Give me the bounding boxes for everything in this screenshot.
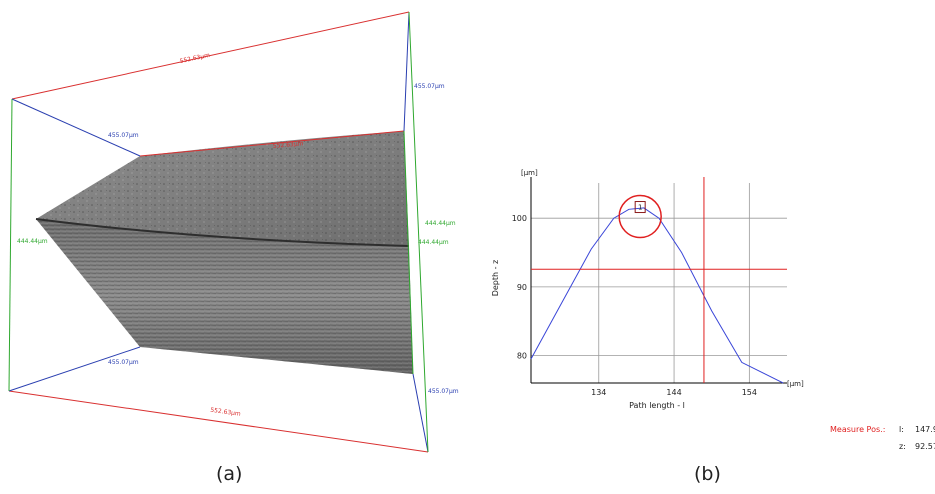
dim-right-height-outer: 444.44µm (425, 220, 456, 227)
y-unit-label: [µm] (521, 169, 538, 177)
bbox-depth-lines (8, 11, 429, 453)
x-unit-label: [µm] (787, 380, 804, 388)
measure-z-value: 92.573µm (915, 442, 935, 451)
y-tick-label: 80 (517, 352, 527, 361)
measure-position-label: Measure Pos.: (830, 425, 886, 434)
x-axis-title: Path length - l (629, 401, 685, 410)
dim-mid-length: 552.63µm (273, 140, 304, 150)
dim-bottom-depth: 455.07µm (108, 359, 139, 366)
peak-marker-label: 1 (638, 204, 642, 212)
chart-grid (531, 183, 787, 383)
y-tick-label: 90 (517, 283, 527, 292)
profile-chart: 134 144 154 80 90 100 1 [µm] [µm] Path lengt… (491, 169, 804, 410)
dim-right-height-inner: 444.44µm (418, 239, 449, 246)
dim-top-length: 552.63µm (179, 52, 211, 65)
panel-a-3d-view: 552.63µm 552.63µm 552.63µm 455.07µm 455.… (8, 11, 459, 453)
x-tick-label: 134 (591, 388, 606, 397)
caption-panel-b: (b) (694, 463, 721, 485)
y-axis-title: Depth - z (491, 260, 500, 297)
x-tick-labels: 134 144 154 (591, 388, 757, 397)
dim-bottom-length: 552.63µm (210, 407, 241, 418)
peak-marker-box (634, 201, 646, 214)
dim-right-depth-bottom: 455.07µm (428, 388, 459, 395)
x-tick-label: 144 (666, 388, 681, 397)
bbox-height-lines (8, 11, 429, 453)
measure-l-value: 147.97µm (915, 425, 935, 434)
caption-panel-a: (a) (216, 463, 243, 485)
y-tick-label: 100 (512, 214, 527, 223)
measure-l-key: l: (899, 425, 904, 434)
specimen-3d-block (35, 131, 413, 374)
dim-left-height: 444.44µm (17, 238, 48, 245)
series-profile-line (530, 207, 784, 384)
bbox-length-lines (8, 11, 429, 453)
measure-z-key: z: (899, 442, 906, 451)
peak-marker-circle (618, 194, 662, 239)
dim-right-depth-top: 455.07µm (414, 83, 445, 90)
x-tick-label: 154 (742, 388, 757, 397)
dim-left-depth: 455.07µm (108, 132, 139, 139)
y-tick-labels: 80 90 100 (512, 214, 527, 360)
